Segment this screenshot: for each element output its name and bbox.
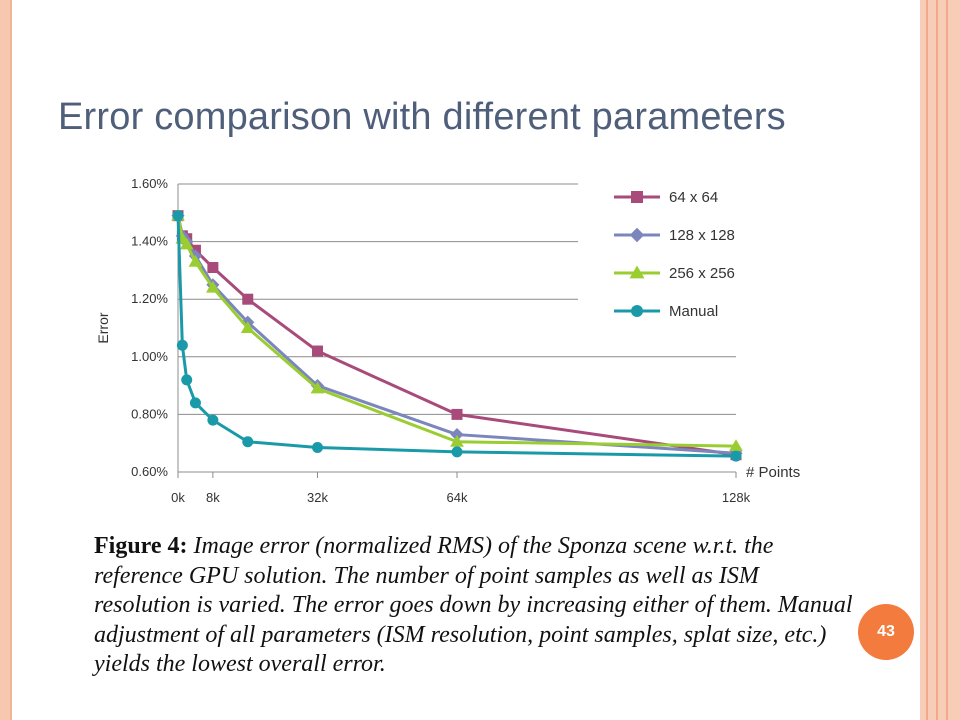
data-point [312, 442, 323, 454]
data-point [206, 280, 220, 293]
data-point [450, 434, 464, 447]
data-point [240, 321, 255, 333]
line-chart: 0.60% 0.80% 1.00% 1.20% 1.40% 1.60% 0k 8k 32k 64k… [95, 176, 800, 505]
left-border-line [10, 0, 12, 720]
y-axis-title: Error [95, 312, 111, 343]
data-point [730, 450, 742, 462]
figure-label: Figure 4: [94, 533, 188, 559]
y-tick-label: 1.00% [131, 349, 168, 364]
data-point [451, 408, 463, 420]
legend-marker [631, 305, 643, 317]
x-tick-label: 64k [447, 490, 468, 505]
legend-label: 64 x 64 [669, 189, 718, 206]
legend-label: 256 x 256 [669, 265, 735, 282]
legend-marker [629, 265, 645, 279]
data-point [242, 293, 254, 305]
x-tick-label: 32k [307, 490, 328, 505]
right-border-line [946, 0, 948, 720]
data-point [188, 254, 203, 267]
y-tick-label: 1.40% [131, 234, 168, 249]
left-border [0, 0, 10, 720]
figure-caption: Figure 4: Image error (normalized RMS) o… [94, 532, 854, 680]
data-point [172, 210, 184, 222]
page-number-badge: 43 [858, 604, 914, 660]
data-point [312, 345, 323, 357]
x-tick-label: 128k [722, 490, 751, 505]
data-point [207, 262, 219, 274]
data-point [207, 414, 219, 426]
data-point [450, 427, 464, 442]
data-point [176, 339, 188, 351]
data-point [310, 381, 325, 394]
data-point [179, 237, 194, 250]
legend-label: 128 x 128 [669, 227, 735, 244]
data-point [451, 446, 463, 458]
data-point [181, 374, 193, 386]
legend-marker [629, 227, 645, 243]
x-tick-label: 0k [171, 490, 185, 505]
legend-label: Manual [669, 303, 718, 320]
x-tick-label: 8k [206, 490, 220, 505]
data-point [242, 436, 254, 448]
data-point [189, 397, 201, 409]
right-border-line [926, 0, 928, 720]
caption-text: Image error (normalized RMS) of the Spon… [94, 533, 853, 677]
y-tick-label: 0.80% [131, 406, 168, 421]
data-point [729, 439, 743, 452]
slide-title: Error comparison with different paramete… [58, 96, 786, 138]
x-axis-title: # Points [746, 464, 800, 481]
right-border-line [936, 0, 938, 720]
y-tick-label: 0.60% [131, 464, 168, 479]
legend-marker [631, 191, 643, 203]
y-tick-label: 1.20% [131, 291, 168, 306]
y-tick-label: 1.60% [131, 176, 168, 191]
